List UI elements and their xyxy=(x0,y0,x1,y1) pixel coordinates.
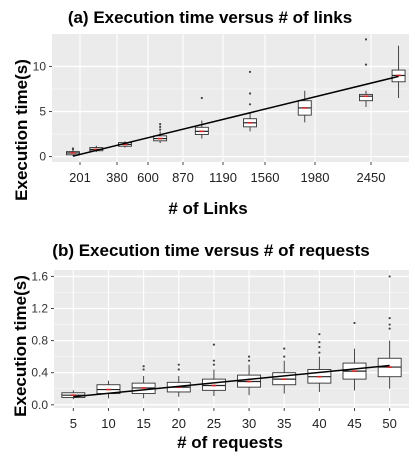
y-tick-label: 10 xyxy=(33,59,47,73)
chart-requests-xaxis: 5 10 15 20 25 30 35 40 45 50 xyxy=(70,408,397,431)
x-tick-label: 50 xyxy=(382,416,396,431)
x-tick-label: 1190 xyxy=(209,170,237,185)
x-tick-label: 25 xyxy=(207,416,221,431)
x-tick-label: 40 xyxy=(312,416,326,431)
outlier-point xyxy=(142,365,145,368)
chart-links-xaxis: 201 380 600 870 1190 1560 1980 2450 xyxy=(69,162,385,185)
outlier-point xyxy=(159,123,162,126)
outlier-point xyxy=(318,351,321,354)
x-tick-label: 20 xyxy=(172,416,186,431)
outlier-point xyxy=(364,38,368,41)
outlier-point xyxy=(212,359,216,362)
outlier-point xyxy=(248,103,252,106)
outlier-point xyxy=(353,321,356,325)
x-tick-label: 201 xyxy=(69,170,91,185)
outlier-point xyxy=(388,327,391,330)
outlier-point xyxy=(318,345,321,349)
chart-requests-yaxis: 0.0 0.4 0.8 1.2 1.6 xyxy=(31,269,54,412)
y-tick-label: 0.8 xyxy=(31,334,48,348)
outlier-point xyxy=(318,333,321,336)
x-tick-label: 10 xyxy=(101,416,115,431)
outlier-point xyxy=(388,275,391,278)
chart-links-regression xyxy=(72,75,399,157)
chart-links-xlabel: # of Links xyxy=(168,199,247,218)
chart-links-title: (a) Execution time versus # of links xyxy=(68,8,352,27)
y-tick-label: 0.4 xyxy=(31,366,48,380)
chart-requests-xlabel: # of requests xyxy=(177,433,283,452)
chart-requests-title: (b) Execution time versus # of requests xyxy=(52,241,369,260)
x-tick-label: 5 xyxy=(70,416,77,431)
chart-links-ylabel: Execution time(s) xyxy=(12,59,31,201)
y-tick-label: 0.0 xyxy=(31,398,48,412)
box-body xyxy=(201,378,226,391)
outlier-point xyxy=(212,343,216,346)
x-tick-label: 30 xyxy=(242,416,256,431)
x-tick-label: 2450 xyxy=(357,170,386,185)
outlier-point xyxy=(248,70,252,73)
regression-line xyxy=(72,75,399,157)
x-tick-label: 600 xyxy=(137,170,159,185)
x-tick-label: 870 xyxy=(172,170,194,185)
y-tick-label: 1.6 xyxy=(31,269,48,283)
outlier-point xyxy=(177,368,180,371)
outlier-point xyxy=(159,128,162,131)
outlier-point xyxy=(318,341,321,344)
chart-links-boxes xyxy=(66,38,406,157)
outlier-point xyxy=(247,355,251,358)
x-tick-label: 45 xyxy=(347,416,361,431)
chart-links-yaxis: 0 5 10 xyxy=(33,59,52,164)
chart-requests-ylabel: Execution time(s) xyxy=(11,275,30,417)
outlier-point xyxy=(364,63,368,66)
outlier-point xyxy=(248,92,252,95)
chart-links: (a) Execution time versus # of links 0 5 1… xyxy=(12,8,409,218)
chart-links-plot-area xyxy=(52,34,409,162)
chart-requests: (b) Execution time versus # of requests … xyxy=(11,241,409,452)
x-tick-label: 15 xyxy=(136,416,150,431)
outlier-point xyxy=(142,368,145,371)
y-tick-label: 1.2 xyxy=(31,302,48,316)
regression-line xyxy=(73,364,390,398)
outlier-point xyxy=(247,359,251,362)
y-tick-label: 0 xyxy=(39,150,46,164)
outlier-point xyxy=(71,147,75,150)
outlier-point xyxy=(212,363,216,366)
outlier-point xyxy=(388,323,391,326)
outlier-point xyxy=(159,125,162,128)
x-tick-label: 1980 xyxy=(301,170,330,185)
outlier-point xyxy=(388,317,391,320)
outlier-point xyxy=(200,96,203,100)
box-body xyxy=(359,93,373,102)
chart-requests-regression xyxy=(73,364,390,398)
x-tick-label: 1560 xyxy=(251,170,280,185)
outlier-point xyxy=(283,355,286,358)
outlier-point xyxy=(283,347,286,350)
x-tick-label: 35 xyxy=(277,416,291,431)
outlier-point xyxy=(177,363,180,366)
y-tick-label: 5 xyxy=(39,105,46,119)
x-tick-label: 380 xyxy=(106,170,128,185)
